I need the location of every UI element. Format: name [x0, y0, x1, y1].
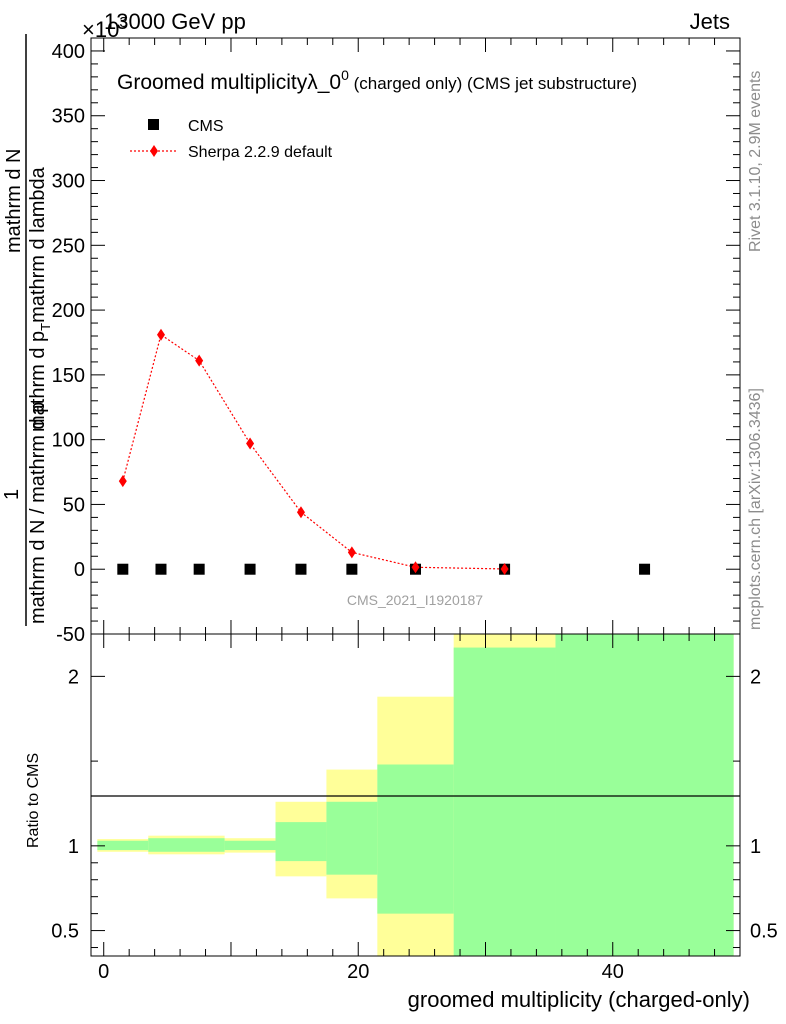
cms-point	[295, 563, 307, 575]
main-y-tick-label: 50	[63, 494, 85, 516]
ylabel-prefactor: 1	[1, 489, 23, 500]
main-y-tick-label: 350	[52, 106, 85, 128]
ratio-y-tick-label-right: 0.5	[750, 921, 778, 943]
ratio-y-tick-label-right: 1	[750, 836, 761, 858]
sherpa-point	[347, 546, 356, 559]
ratio-plot-frame	[90, 633, 741, 957]
cms-point	[639, 563, 651, 575]
x-axis-label: groomed multiplicity (charged-only)	[408, 987, 750, 1012]
main-panel: -50 0 50 100 150 200 250 300 350 400 Groomed mult…	[1, 34, 741, 646]
watermark: CMS_2021_I1920187	[347, 592, 483, 608]
main-y-tick-label: -50	[56, 624, 85, 646]
ratio-bands-layer	[97, 634, 734, 956]
cms-point	[193, 563, 205, 575]
sherpa-point	[118, 475, 127, 488]
cms-point	[244, 563, 256, 575]
main-y-axis: -50 0 50 100 150 200 250 300 350 400	[52, 37, 740, 646]
main-y-tick-label: 250	[52, 235, 85, 257]
cms-point	[117, 563, 129, 575]
sherpa-point	[411, 561, 420, 574]
main-series-layer	[117, 328, 651, 575]
main-y-tick-label: 100	[52, 430, 85, 452]
header-energy: 13000 GeV pp	[104, 9, 246, 34]
sherpa-point	[156, 328, 165, 341]
cms-point	[346, 563, 358, 575]
main-y-tick-label: 150	[52, 365, 85, 387]
ratio-y-tick-label: 2	[68, 666, 79, 688]
ratio-y-label: Ratio to CMS	[25, 753, 42, 848]
cms-point	[155, 563, 167, 575]
legend-marker-cms	[148, 119, 159, 130]
ylabel-denominator: mathrm d pTmathrm d lambda	[27, 166, 53, 432]
ratio-band-green	[453, 647, 556, 956]
main-x-axis	[103, 38, 741, 634]
main-y-tick-label: 0	[74, 559, 85, 581]
plot-title: Groomed multiplicityλ_00 (charged only) …	[117, 67, 637, 94]
x-tick-label: 40	[602, 961, 624, 983]
ratio-band-green	[555, 634, 734, 956]
ratio-y-tick-label: 1	[68, 836, 79, 858]
sherpa-point	[500, 562, 509, 575]
ratio-band-green	[326, 801, 378, 875]
legend-label-sherpa: Sherpa 2.2.9 default	[188, 144, 333, 161]
ratio-band-green	[377, 764, 454, 914]
mcplots-label: mcplots.cern.ch [arXiv:1306.3436]	[747, 388, 764, 630]
ratio-y-axis: 0.5 0.5 1 1 2 2	[51, 666, 778, 949]
ratio-y-tick-label-right: 2	[750, 666, 761, 688]
main-y-tick-label: 200	[52, 300, 85, 322]
ylabel-numerator-left: mathrm d N / mathrm d p	[27, 402, 49, 624]
ylabel-numerator: mathrm d N	[3, 149, 25, 253]
legend-marker-sherpa	[150, 145, 158, 157]
ratio-band-green	[224, 840, 276, 851]
ratio-y-tick-label: 0.5	[51, 921, 79, 943]
series-line-sherpa	[122, 333, 505, 570]
main-y-tick-label: 400	[52, 41, 85, 63]
ratio-x-axis: 0 20 40	[98, 634, 741, 983]
sherpa-point	[195, 354, 204, 367]
sherpa-point	[296, 506, 305, 519]
x-tick-label: 20	[347, 961, 369, 983]
header-jets: Jets	[690, 9, 730, 34]
main-y-tick-label: 300	[52, 171, 85, 193]
main-y-axis-label: 1 mathrm d N / mathrm d p mathrm d N mat…	[1, 34, 53, 626]
rivet-label: Rivet 3.1.10, 2.9M events	[747, 71, 764, 252]
legend-label-cms: CMS	[188, 118, 224, 135]
ratio-panel: 0.5 0.5 1 1 2 2 0 20 40 Ratio to CMS groomed mu…	[25, 633, 778, 1012]
ratio-band-green	[97, 840, 149, 851]
ratio-band-green	[275, 822, 327, 862]
sherpa-point	[246, 437, 255, 450]
legend: CMS Sherpa 2.2.9 default	[130, 118, 333, 161]
x-tick-label: 0	[98, 961, 109, 983]
ratio-band-green	[148, 838, 225, 852]
